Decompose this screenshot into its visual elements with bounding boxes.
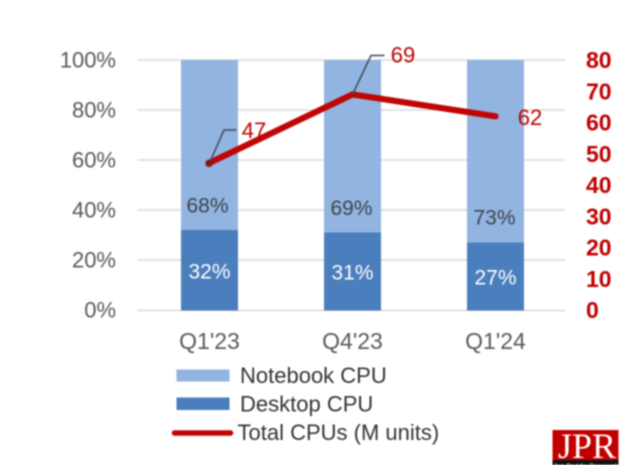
svg-text:Total CPUs (M units): Total CPUs (M units) <box>238 420 440 445</box>
svg-text:73%: 73% <box>473 207 515 230</box>
svg-text:27%: 27% <box>474 267 516 290</box>
svg-text:Jon Peddie Research: Jon Peddie Research <box>554 463 619 465</box>
svg-text:Desktop CPU: Desktop CPU <box>240 392 373 417</box>
svg-text:20: 20 <box>586 235 612 261</box>
svg-text:68%: 68% <box>186 195 228 218</box>
svg-text:62: 62 <box>518 105 542 130</box>
svg-text:47: 47 <box>242 118 266 143</box>
svg-text:Q1'23: Q1'23 <box>179 328 240 354</box>
svg-text:10: 10 <box>586 266 612 292</box>
svg-text:0%: 0% <box>84 298 116 323</box>
svg-text:60%: 60% <box>72 148 116 173</box>
svg-text:80: 80 <box>586 47 612 73</box>
svg-text:69: 69 <box>391 43 415 68</box>
svg-text:70: 70 <box>586 78 612 104</box>
svg-text:JPR: JPR <box>558 426 616 465</box>
svg-text:60: 60 <box>586 110 612 136</box>
svg-text:30: 30 <box>586 203 612 229</box>
svg-text:Notebook CPU: Notebook CPU <box>240 363 387 388</box>
svg-text:Q4'23: Q4'23 <box>322 328 383 354</box>
svg-text:40%: 40% <box>72 198 116 223</box>
svg-text:80%: 80% <box>72 98 116 123</box>
svg-text:0: 0 <box>586 297 599 323</box>
svg-text:40: 40 <box>586 172 612 198</box>
svg-text:100%: 100% <box>60 48 116 73</box>
svg-text:32%: 32% <box>188 261 230 284</box>
svg-text:31%: 31% <box>331 262 373 285</box>
svg-text:Q1'24: Q1'24 <box>465 328 526 354</box>
svg-text:50: 50 <box>586 141 612 167</box>
svg-text:69%: 69% <box>330 197 372 220</box>
svg-text:20%: 20% <box>72 248 116 273</box>
